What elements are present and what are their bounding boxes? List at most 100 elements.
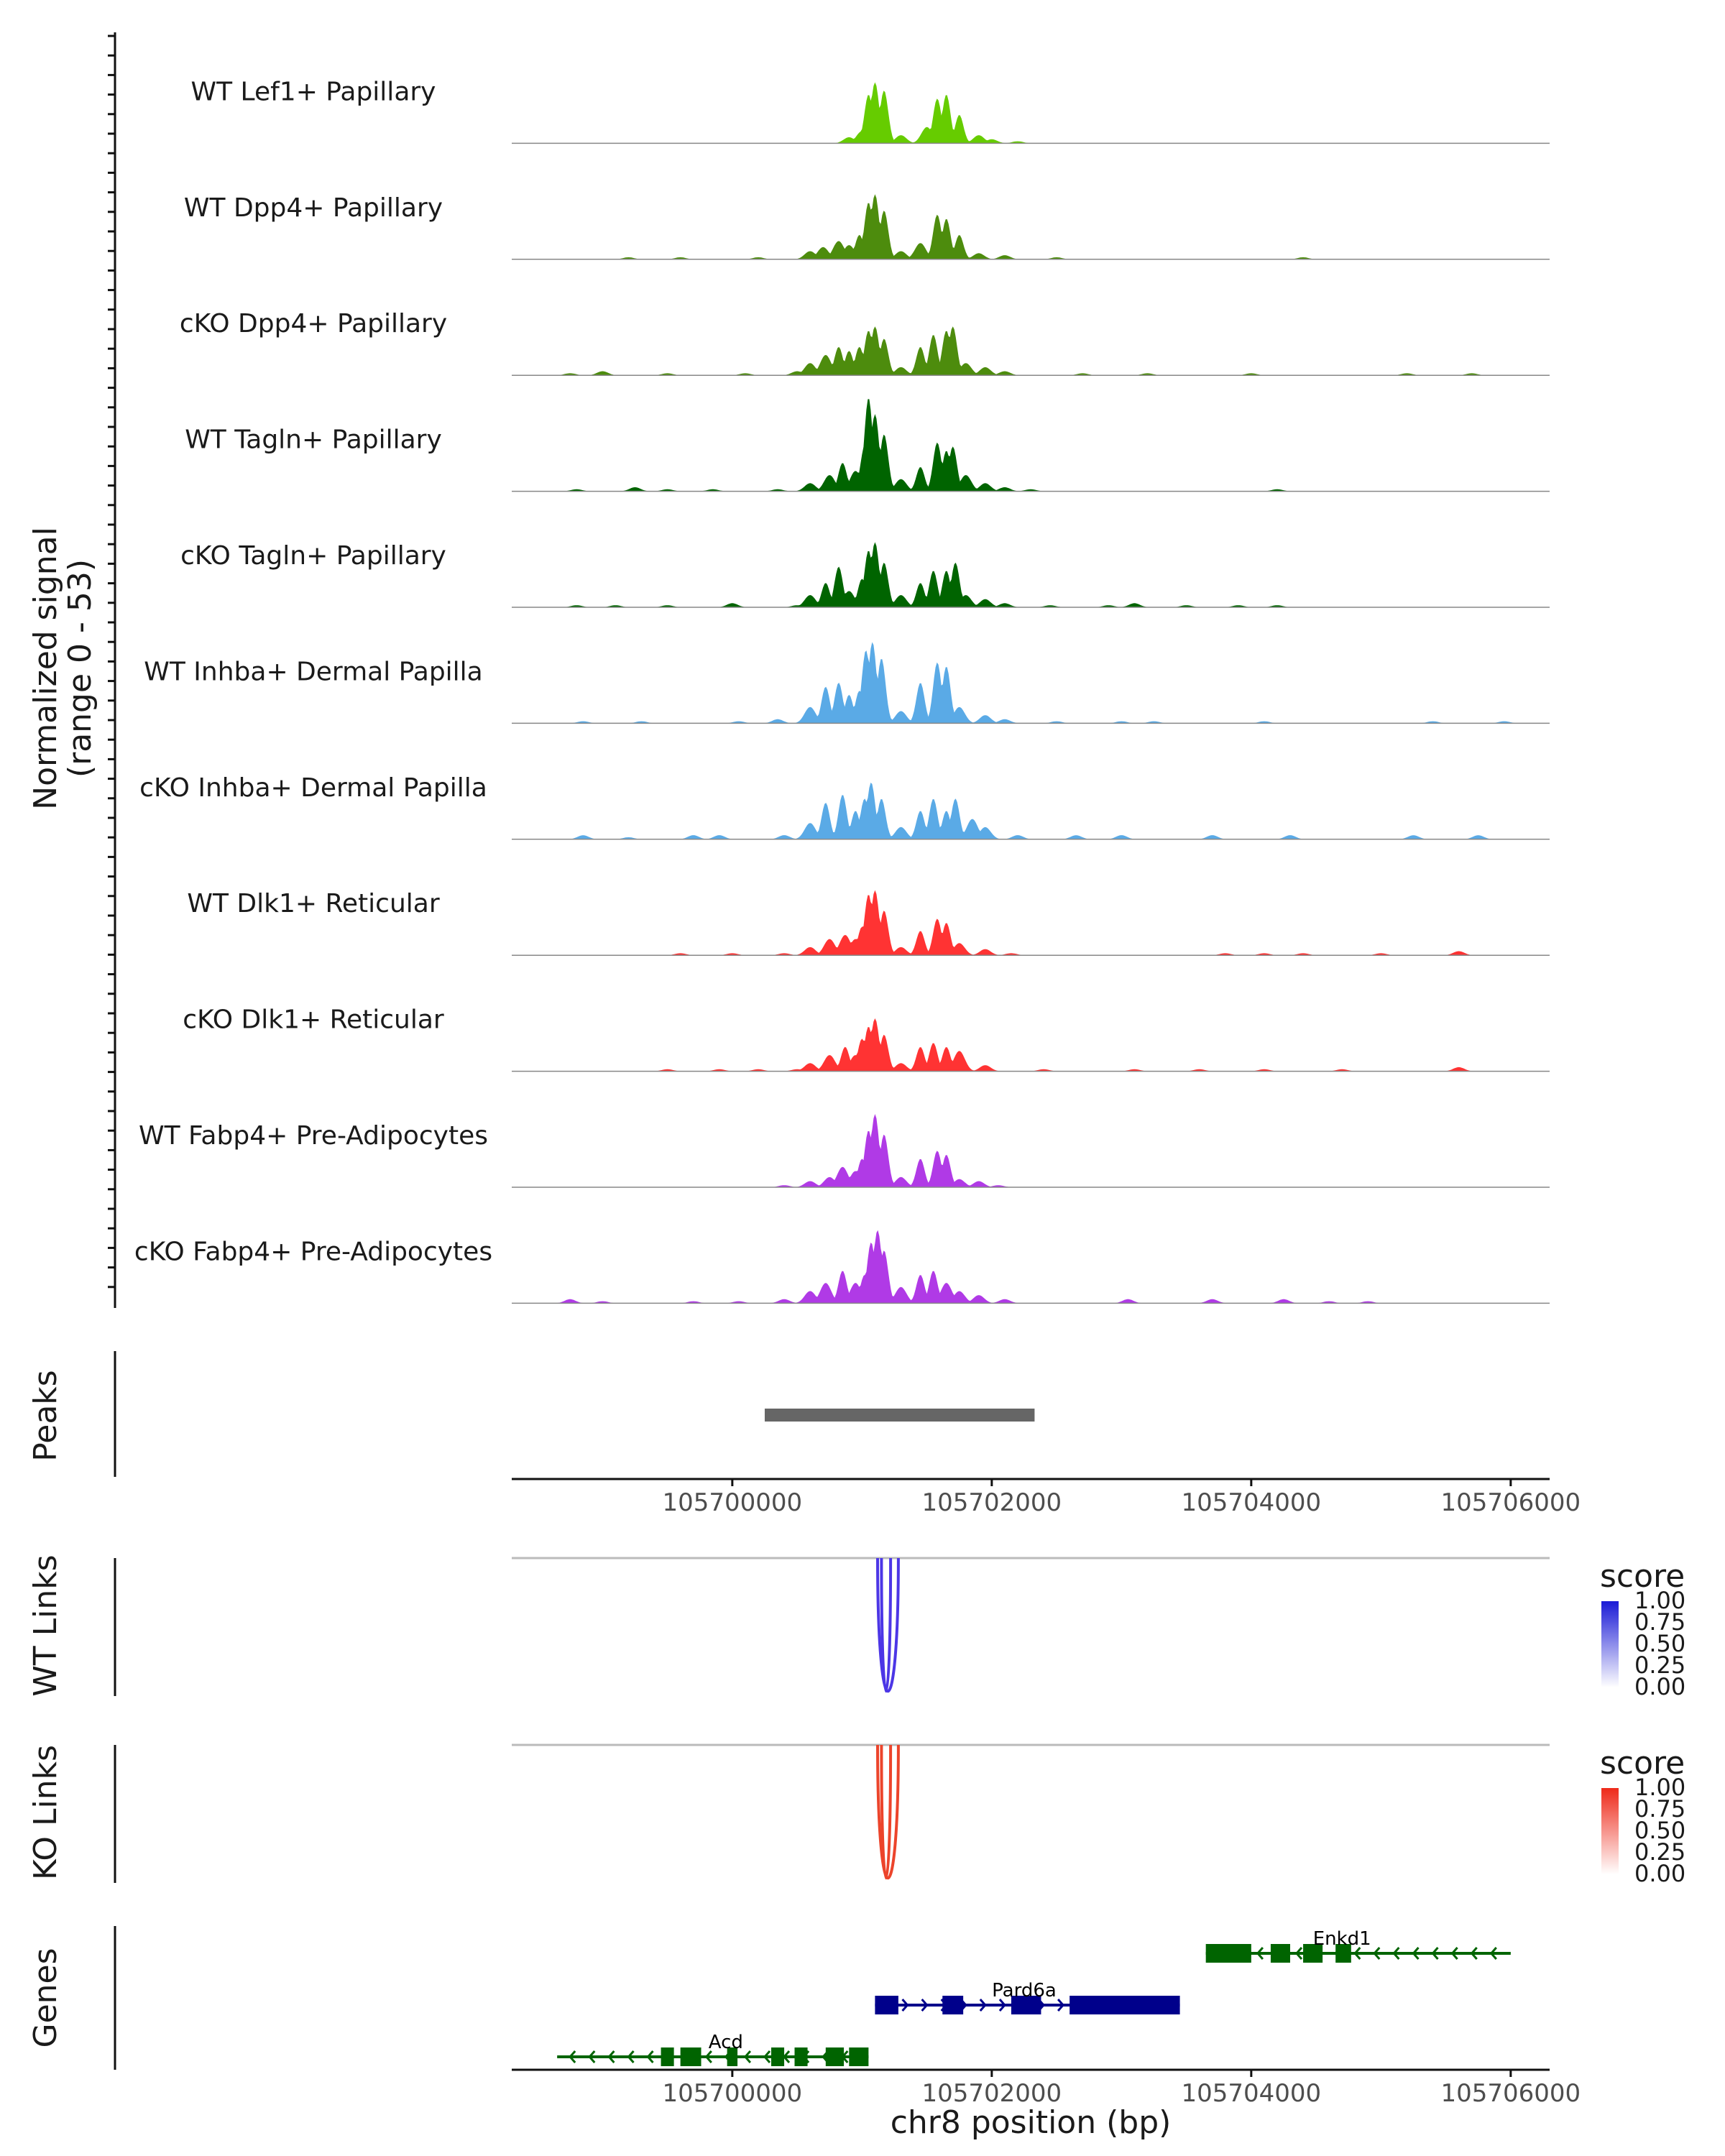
legend-tick-label: 1.00 — [1634, 1587, 1685, 1614]
coverage-area — [512, 1018, 1550, 1072]
coverage-track: WT Dlk1+ Reticular — [187, 889, 1550, 956]
track-label: WT Dlk1+ Reticular — [187, 889, 439, 918]
strand-arrow — [1392, 1947, 1400, 1960]
legend-tick-label: 0.75 — [1634, 1795, 1685, 1823]
exon-block — [942, 1996, 964, 2014]
legend-title: score — [1600, 1558, 1685, 1595]
strand-arrow — [763, 2050, 771, 2063]
strand-arrow — [1353, 1947, 1361, 1960]
x-tick-label: 105702000 — [922, 1488, 1062, 1517]
track-label: cKO Tagln+ Papillary — [180, 541, 446, 571]
strand-arrow — [1489, 1947, 1497, 1960]
track-label: WT Tagln+ Papillary — [185, 425, 442, 455]
coverage-area — [512, 194, 1550, 259]
track-label: cKO Fabp4+ Pre-Adipocytes — [134, 1237, 492, 1266]
exon-block — [825, 2047, 845, 2066]
strand-arrow — [1431, 1947, 1439, 1960]
strand-arrow — [901, 1999, 909, 2012]
x-tick-label: 105700000 — [663, 1488, 803, 1517]
coverage-area — [512, 82, 1550, 144]
exon-block — [771, 2047, 785, 2066]
legend-colorbar — [1601, 1601, 1619, 1687]
links-panel-label: KO Links — [27, 1745, 64, 1880]
strand-arrow — [921, 1999, 929, 2012]
x-tick-label: 105704000 — [1182, 1488, 1322, 1517]
strand-arrow — [646, 2050, 654, 2063]
strand-arrow — [1256, 1947, 1264, 1960]
x-tick-label: 105702000 — [922, 2079, 1062, 2108]
exon-block — [875, 1996, 898, 2014]
coverage-track: WT Lef1+ Papillary — [191, 77, 1550, 144]
coverage-track: cKO Tagln+ Papillary — [180, 541, 1550, 608]
coverage-track: WT Dpp4+ Papillary — [184, 193, 1550, 260]
exon-block — [1011, 1996, 1041, 2014]
gene-model: Acd — [557, 2032, 869, 2066]
link-arc — [880, 1744, 893, 1879]
coverage-area — [512, 542, 1550, 607]
coverage-area — [512, 399, 1550, 492]
coverage-track: WT Tagln+ Papillary — [185, 399, 1550, 492]
exon-block — [1270, 1944, 1290, 1963]
strand-arrow — [743, 2050, 752, 2063]
y-axis-title-line-1: Normalized signal — [27, 527, 64, 810]
track-label: WT Fabp4+ Pre-Adipocytes — [139, 1121, 488, 1151]
strand-arrow — [588, 2050, 596, 2063]
gene-label: Acd — [709, 2032, 743, 2053]
gene-label: Enkd1 — [1313, 1928, 1371, 1950]
gene-model: Pard6a — [875, 1980, 1180, 2014]
peak-interval — [764, 1409, 1035, 1422]
coverage-area — [512, 1114, 1550, 1187]
exon-block — [680, 2047, 702, 2066]
link-arc — [880, 1557, 893, 1692]
strand-arrow — [1470, 1947, 1478, 1960]
link-arc — [876, 1557, 900, 1692]
legend-tick-label: 0.50 — [1634, 1630, 1685, 1657]
coverage-area — [512, 783, 1550, 839]
coverage-track: cKO Inhba+ Dermal Papilla — [139, 773, 1550, 840]
x-tick-label: 105704000 — [1182, 2079, 1322, 2108]
coverage-track: WT Fabp4+ Pre-Adipocytes — [139, 1114, 1550, 1188]
coverage-area — [512, 890, 1550, 956]
coverage-track: cKO Fabp4+ Pre-Adipocytes — [134, 1230, 1550, 1304]
link-arc — [876, 1744, 900, 1879]
exon-block — [727, 2047, 738, 2066]
legend-title: score — [1600, 1745, 1685, 1782]
legend-tick-label: 0.50 — [1634, 1817, 1685, 1844]
strand-arrow — [979, 1999, 987, 2012]
track-label: cKO Inhba+ Dermal Papilla — [139, 773, 487, 803]
coverage-tracks: WT Lef1+ Papillary WT Dpp4+ Papillary cKO … — [108, 32, 1550, 1308]
track-label: WT Lef1+ Papillary — [191, 77, 436, 106]
legend-tick-label: 1.00 — [1634, 1774, 1685, 1801]
strand-arrow — [1295, 1947, 1303, 1960]
coverage-area — [512, 326, 1550, 376]
coverage-track: WT Inhba+ Dermal Papilla — [144, 642, 1550, 724]
exon-block — [849, 2047, 869, 2066]
y-axis-title: Normalized signal (range 0 - 53) — [27, 527, 98, 810]
gene-model: Enkd1 — [1205, 1928, 1511, 1963]
y-axis-title-line-2: (range 0 - 53) — [62, 559, 98, 778]
exon-block — [661, 2047, 674, 2066]
track-label: cKO Dpp4+ Papillary — [180, 309, 447, 338]
strand-arrow — [1412, 1947, 1420, 1960]
strand-arrow — [1450, 1947, 1458, 1960]
x-tick-label: 105706000 — [1441, 1488, 1581, 1517]
coverage-track: cKO Dpp4+ Papillary — [180, 309, 1550, 376]
coverage-area — [512, 1230, 1550, 1304]
coverage-track: cKO Dlk1+ Reticular — [183, 1005, 1550, 1072]
peaks-panel-label: Peaks — [27, 1370, 64, 1461]
links-panel-label: WT Links — [27, 1554, 64, 1696]
x-tick-label: 105706000 — [1441, 2079, 1581, 2108]
peaks-panel: Peaks 105700000 105702000 105704000 1057060… — [27, 1351, 1581, 1517]
track-label: cKO Dlk1+ Reticular — [183, 1005, 444, 1035]
strand-arrow — [1373, 1947, 1381, 1960]
legend-tick-label: 0.25 — [1634, 1651, 1685, 1679]
coverage-area — [512, 642, 1550, 724]
exon-block — [1303, 1944, 1323, 1963]
